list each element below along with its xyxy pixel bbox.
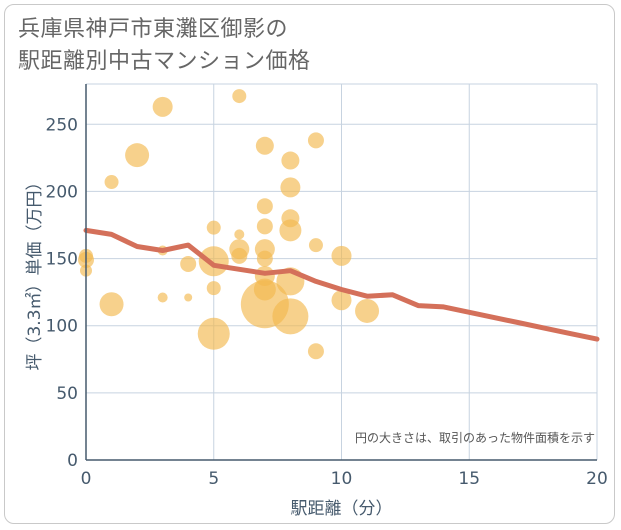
bubble-point — [232, 89, 247, 104]
chart-title-line-1: 兵庫県神戸市東灘区御影の — [18, 17, 289, 42]
bubble-point — [281, 151, 300, 170]
bubble-points — [78, 89, 380, 360]
x-tick-label: 5 — [208, 469, 219, 489]
bubble-point — [180, 255, 197, 272]
bubble-point — [280, 177, 301, 198]
x-tick-label: 0 — [81, 469, 92, 489]
bubble-point — [104, 175, 119, 190]
bubble-point — [308, 238, 323, 253]
y-tick-label: 0 — [67, 451, 78, 471]
average-line — [83, 227, 600, 342]
bubble-point — [256, 218, 273, 235]
bubble-point — [206, 220, 221, 235]
chart-title: 兵庫県神戸市東灘区御影の 駅距離別中古マンション価格 — [18, 14, 311, 78]
bubble-point — [307, 343, 324, 360]
bubble-point — [355, 298, 380, 323]
bubble-point — [256, 250, 273, 267]
x-tick-label: 10 — [331, 469, 353, 489]
bubble-point — [256, 198, 273, 215]
bubble-point — [234, 229, 245, 240]
bubble-point — [279, 219, 302, 242]
axes — [85, 84, 597, 461]
x-tick-label: 20 — [586, 469, 608, 489]
x-axis-label: 駅距離（分） — [291, 499, 393, 519]
y-tick-label: 100 — [46, 317, 78, 337]
chart-frame — [4, 4, 615, 524]
bubble-point — [152, 96, 173, 117]
y-axis-label: 坪（3.3㎡）単価（万円） — [25, 173, 45, 370]
y-tick-label: 150 — [46, 250, 78, 270]
bubble-point — [255, 136, 274, 155]
chart-title-line-2: 駅距離別中古マンション価格 — [18, 49, 311, 74]
bubble-point — [272, 298, 309, 335]
x-tick-label: 15 — [458, 469, 480, 489]
bubble-point — [197, 317, 230, 350]
y-tick-label: 50 — [56, 384, 78, 404]
y-tick-label: 200 — [46, 182, 78, 202]
bubble-point — [157, 292, 168, 303]
bubble-point — [307, 132, 324, 149]
tick-labels: 0 50 100 150 200 250 0 5 10 15 20 — [46, 115, 608, 489]
bubble-point — [331, 245, 352, 266]
bubble-point — [184, 293, 193, 302]
average-price-line — [83, 227, 600, 342]
grid-lines — [86, 83, 598, 460]
bubble-point — [99, 292, 124, 317]
bubble-point — [198, 246, 229, 277]
bubble-point — [331, 290, 352, 311]
bubble-size-note: 円の大きさは、取引のあった物件面積を示す — [355, 430, 595, 445]
y-tick-label: 250 — [46, 115, 78, 135]
bubble-point — [206, 281, 221, 296]
bubble-point — [125, 143, 150, 168]
bubble-point — [231, 247, 248, 264]
